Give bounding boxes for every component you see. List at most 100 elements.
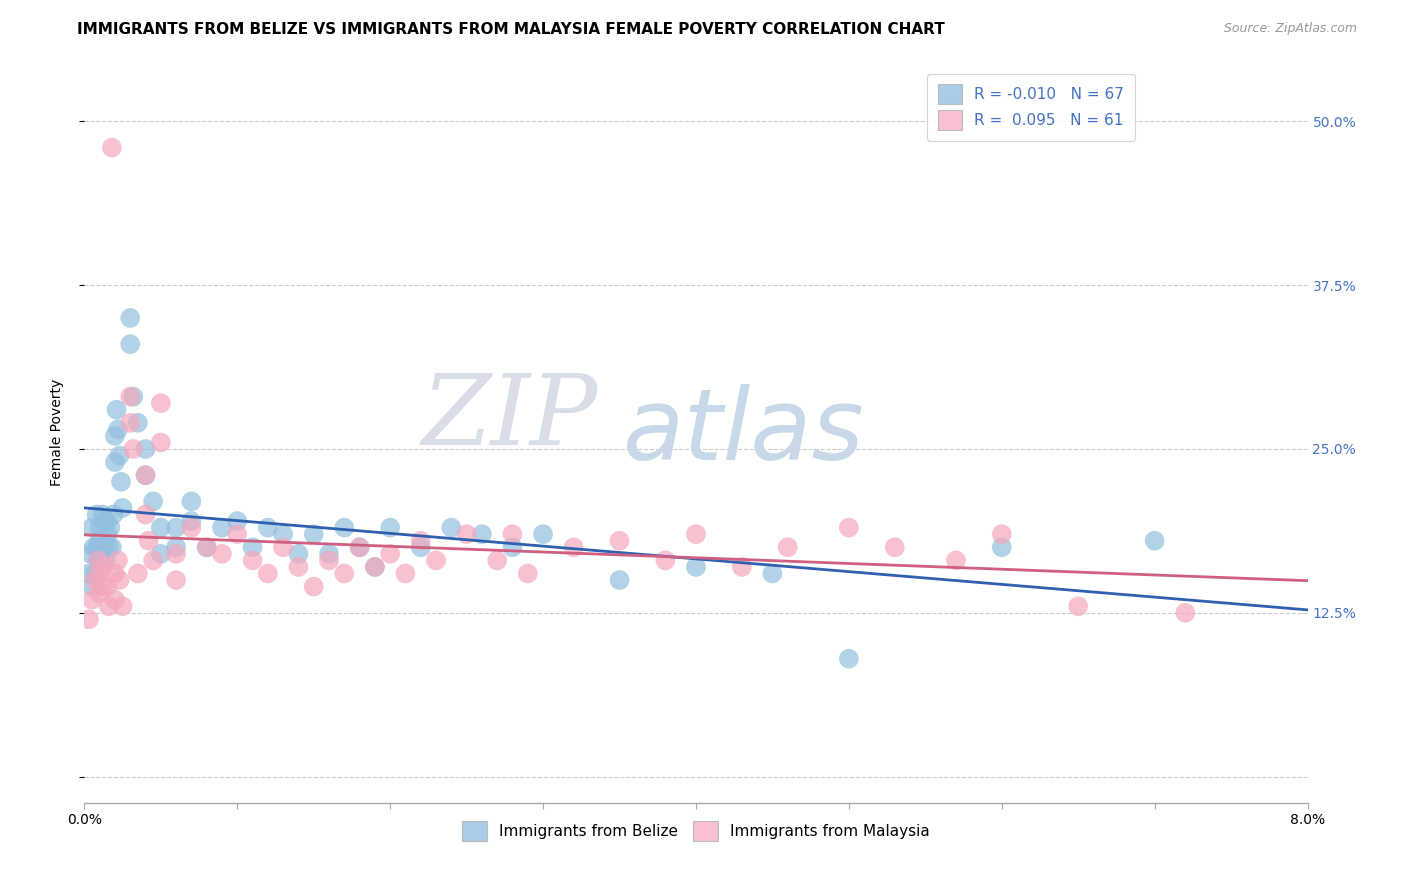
- Point: [409, 533, 432, 548]
- Point: [86, 541, 108, 555]
- Point: [318, 547, 340, 561]
- Point: [165, 547, 187, 561]
- Point: [91, 541, 114, 555]
- Point: [349, 541, 371, 555]
- Point: [83, 541, 105, 555]
- Point: [89, 521, 111, 535]
- Point: [107, 553, 129, 567]
- Point: [87, 553, 110, 567]
- Point: [110, 475, 132, 489]
- Legend: Immigrants from Belize, Immigrants from Malaysia: Immigrants from Belize, Immigrants from …: [456, 815, 936, 847]
- Point: [991, 527, 1014, 541]
- Point: [111, 500, 134, 515]
- Point: [101, 541, 124, 555]
- Point: [531, 527, 554, 541]
- Point: [516, 566, 538, 581]
- Point: [89, 586, 111, 600]
- Point: [120, 390, 142, 404]
- Point: [77, 612, 100, 626]
- Point: [104, 429, 127, 443]
- Point: [838, 521, 860, 535]
- Point: [409, 541, 432, 555]
- Point: [257, 521, 280, 535]
- Point: [104, 455, 127, 469]
- Point: [1067, 599, 1090, 614]
- Point: [685, 527, 707, 541]
- Point: [86, 508, 108, 522]
- Point: [180, 514, 202, 528]
- Point: [761, 566, 783, 581]
- Point: [96, 580, 118, 594]
- Point: [135, 442, 157, 456]
- Point: [149, 396, 172, 410]
- Point: [226, 527, 249, 541]
- Point: [142, 553, 165, 567]
- Point: [80, 592, 103, 607]
- Point: [731, 560, 754, 574]
- Point: [91, 580, 114, 594]
- Point: [84, 566, 107, 581]
- Point: [108, 573, 131, 587]
- Point: [302, 580, 325, 594]
- Point: [180, 494, 202, 508]
- Point: [149, 435, 172, 450]
- Point: [380, 521, 402, 535]
- Point: [609, 533, 631, 548]
- Point: [79, 547, 101, 561]
- Point: [242, 541, 264, 555]
- Point: [135, 468, 157, 483]
- Point: [142, 494, 165, 508]
- Point: [96, 527, 118, 541]
- Text: ZIP: ZIP: [422, 370, 598, 466]
- Point: [271, 541, 294, 555]
- Point: [991, 541, 1014, 555]
- Point: [127, 416, 149, 430]
- Point: [380, 547, 402, 561]
- Point: [108, 449, 131, 463]
- Point: [107, 422, 129, 436]
- Point: [93, 514, 115, 528]
- Point: [318, 553, 340, 567]
- Point: [135, 508, 157, 522]
- Point: [122, 442, 145, 456]
- Point: [226, 514, 249, 528]
- Point: [87, 553, 110, 567]
- Point: [287, 560, 309, 574]
- Point: [93, 560, 115, 574]
- Point: [456, 527, 478, 541]
- Point: [101, 140, 124, 154]
- Text: Source: ZipAtlas.com: Source: ZipAtlas.com: [1223, 22, 1357, 36]
- Point: [333, 566, 356, 581]
- Point: [486, 553, 509, 567]
- Point: [111, 599, 134, 614]
- Point: [440, 521, 463, 535]
- Point: [120, 310, 142, 325]
- Point: [211, 521, 233, 535]
- Point: [165, 521, 187, 535]
- Point: [89, 533, 111, 548]
- Point: [195, 541, 218, 555]
- Point: [77, 566, 100, 581]
- Point: [471, 527, 494, 541]
- Point: [127, 566, 149, 581]
- Point: [1143, 533, 1166, 548]
- Point: [165, 541, 187, 555]
- Point: [89, 566, 111, 581]
- Point: [349, 541, 371, 555]
- Point: [502, 527, 524, 541]
- Point: [1174, 606, 1197, 620]
- Point: [425, 553, 447, 567]
- Point: [838, 651, 860, 665]
- Point: [364, 560, 387, 574]
- Point: [84, 573, 107, 587]
- Point: [89, 553, 111, 567]
- Point: [333, 521, 356, 535]
- Point: [242, 553, 264, 567]
- Point: [149, 521, 172, 535]
- Point: [80, 521, 103, 535]
- Point: [287, 547, 309, 561]
- Point: [302, 527, 325, 541]
- Point: [104, 592, 127, 607]
- Point: [165, 573, 187, 587]
- Point: [135, 468, 157, 483]
